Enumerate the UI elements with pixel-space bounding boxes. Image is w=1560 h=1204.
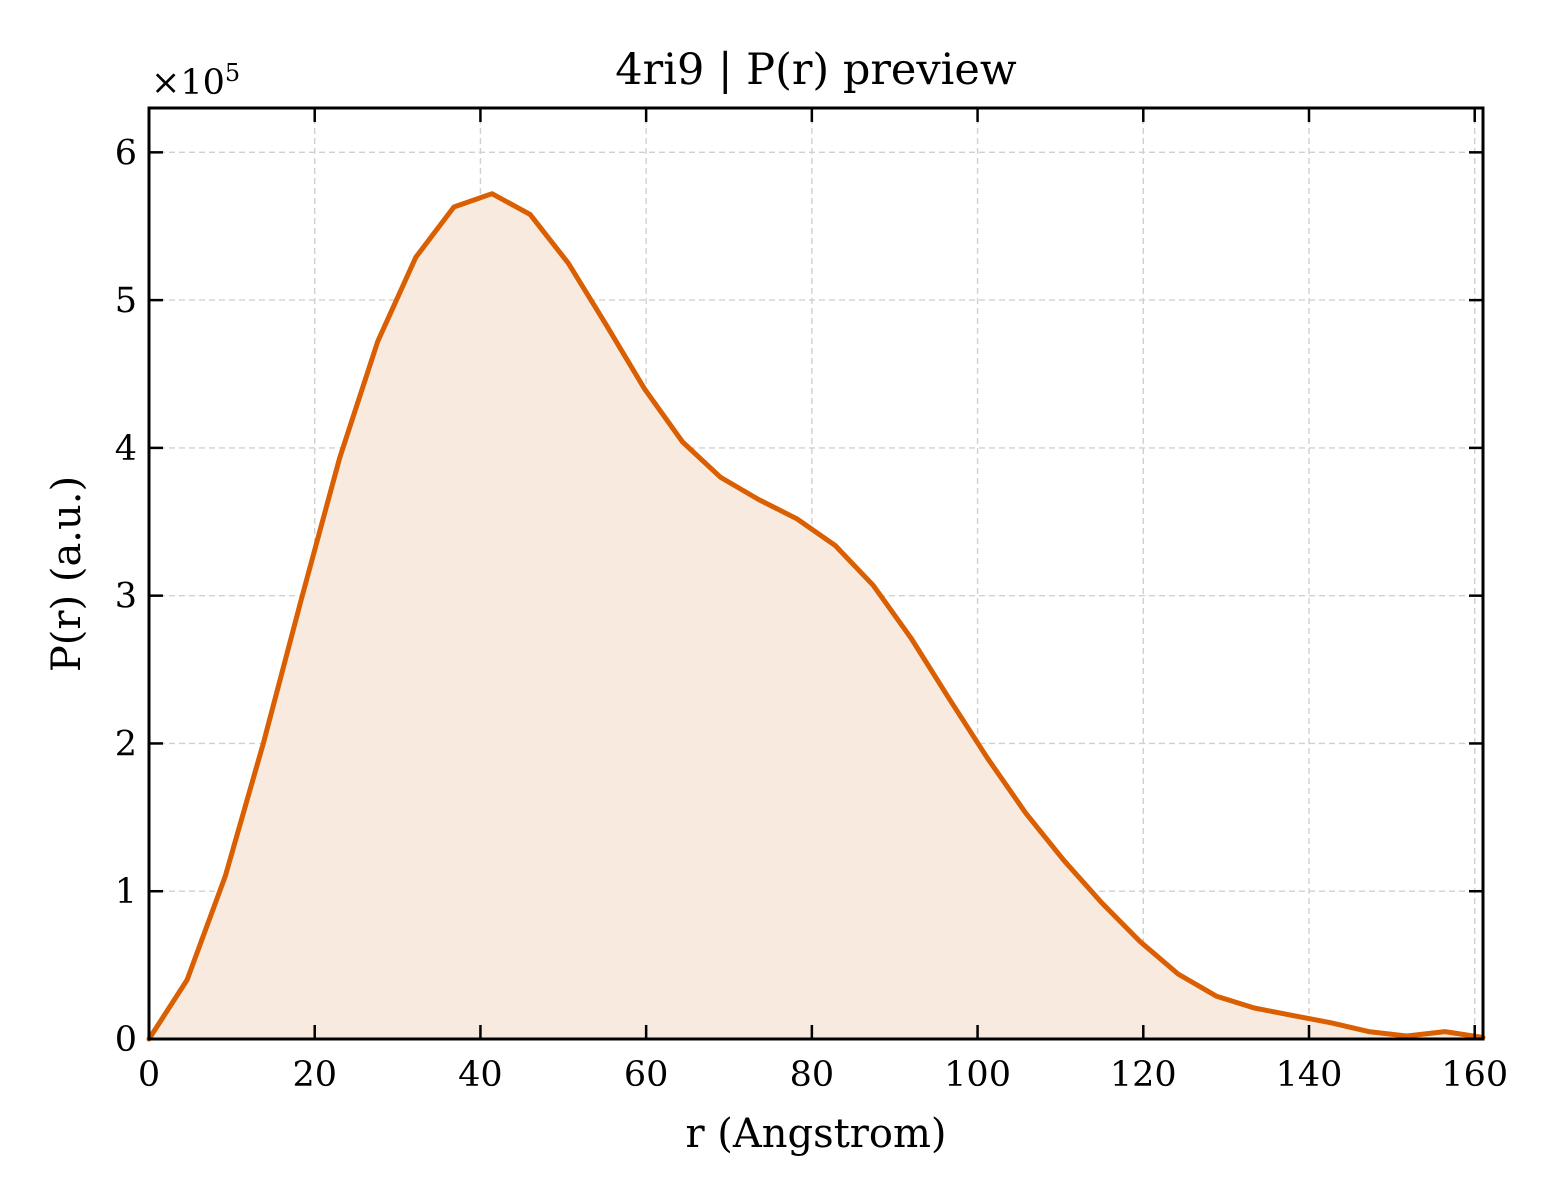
- x-tick-label: 140: [1276, 1055, 1343, 1095]
- series-area-fill: [149, 193, 1483, 1039]
- x-tick-label: 120: [1110, 1055, 1177, 1095]
- line-layer: [146, 191, 1486, 1042]
- y-tick-label: 6: [115, 133, 137, 173]
- ticks: 0 20 40 60 80 100 120 140 160 0 1 2 3 4 5 6: [115, 108, 1508, 1095]
- y-tick-label: 1: [115, 872, 137, 912]
- x-tick-label: 60: [624, 1055, 669, 1095]
- x-tick-label: 20: [292, 1055, 337, 1095]
- x-tick-label: 0: [138, 1055, 160, 1095]
- chart-title: 4ri9 | P(r) preview: [615, 45, 1017, 95]
- plot-frame: [147, 106, 1485, 1041]
- x-axis-label: r (Angstrom): [685, 1111, 946, 1157]
- y-tick-label: 2: [115, 724, 137, 764]
- x-tick-label: 160: [1441, 1055, 1508, 1095]
- y-axis-multiplier: ×105: [151, 59, 240, 103]
- y-tick-label: 3: [115, 577, 137, 617]
- series-line: [146, 191, 1486, 1042]
- area-layer: [149, 193, 1483, 1039]
- x-tick-label: 40: [458, 1055, 503, 1095]
- x-tick-label: 80: [790, 1055, 835, 1095]
- y-tick-label: 4: [115, 429, 137, 469]
- x-tick-label: 100: [944, 1055, 1011, 1095]
- y-tick-label: 0: [115, 1020, 137, 1060]
- y-axis-label: P(r) (a.u.): [44, 476, 90, 672]
- y-tick-label: 5: [115, 281, 137, 321]
